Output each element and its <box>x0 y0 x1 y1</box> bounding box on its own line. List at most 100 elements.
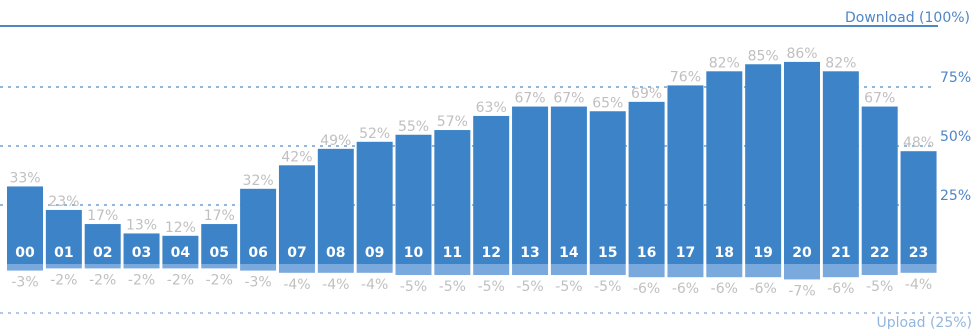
download-bar-04 <box>162 235 199 264</box>
hour-label-23: 23 <box>909 245 928 261</box>
upload-bar-22 <box>861 264 898 275</box>
hour-label-07: 07 <box>287 245 306 261</box>
download-value-label-16: 69% <box>631 86 662 102</box>
upload-value-label-04: -2% <box>167 272 194 288</box>
download-value-label-15: 65% <box>592 95 623 111</box>
upload-value-label-01: -2% <box>50 272 77 288</box>
upload-bar-12 <box>473 264 510 275</box>
upload-bar-13 <box>512 264 549 275</box>
hour-label-19: 19 <box>753 245 772 261</box>
upload-bar-14 <box>550 264 587 275</box>
upload-bar-10 <box>395 264 432 275</box>
upload-bar-09 <box>356 264 393 273</box>
upload-value-label-19: -6% <box>750 281 777 297</box>
upload-bar-04 <box>162 264 199 269</box>
upload-value-label-17: -6% <box>672 281 699 297</box>
upload-bar-17 <box>667 264 704 278</box>
upload-value-label-23: -4% <box>905 277 932 293</box>
upload-value-label-12: -5% <box>478 279 505 295</box>
upload-bar-00 <box>7 264 43 271</box>
upload-bar-23 <box>900 264 937 273</box>
download-max-label: Download (100%) <box>845 10 970 26</box>
download-bar-08 <box>317 148 354 264</box>
upload-bar-18 <box>706 264 743 278</box>
download-value-label-06: 32% <box>243 173 274 189</box>
download-bar-00 <box>7 186 43 264</box>
hour-label-22: 22 <box>870 245 889 261</box>
hour-label-13: 13 <box>520 245 539 261</box>
hour-label-06: 06 <box>248 245 267 261</box>
upload-value-label-18: -6% <box>711 281 738 297</box>
upload-bar-02 <box>84 264 121 269</box>
hour-label-12: 12 <box>481 245 500 261</box>
download-value-label-09: 52% <box>359 126 390 142</box>
upload-bar-21 <box>822 264 859 278</box>
upload-value-label-11: -5% <box>439 279 466 295</box>
upload-value-label-03: -2% <box>128 272 155 288</box>
download-value-label-04: 12% <box>165 220 196 236</box>
upload-value-label-15: -5% <box>594 279 621 295</box>
download-bar-16 <box>628 101 665 264</box>
download-value-label-13: 67% <box>514 91 545 107</box>
hour-label-10: 10 <box>404 245 424 261</box>
download-bar-02 <box>84 224 121 264</box>
download-bar-12 <box>473 115 510 264</box>
download-bar-09 <box>356 141 393 264</box>
download-value-label-10: 55% <box>398 119 429 135</box>
bars-group: 33% 00 -3% 23% 01 -2% 17% 02 -2% 13% 03 -2% 12% 04 -2%… <box>7 46 937 299</box>
upload-bar-03 <box>123 264 160 269</box>
download-bar-07 <box>278 165 315 264</box>
upload-bar-16 <box>628 264 665 278</box>
download-value-label-03: 13% <box>126 217 157 233</box>
download-bar-22 <box>861 106 898 264</box>
upload-bar-06 <box>240 264 277 271</box>
upload-value-label-13: -5% <box>516 279 543 295</box>
tick-label-25: 25% <box>940 188 971 204</box>
upload-value-label-06: -3% <box>244 275 271 291</box>
download-bar-03 <box>123 233 160 264</box>
upload-bar-19 <box>745 264 782 278</box>
download-bar-18 <box>706 71 743 264</box>
hour-label-11: 11 <box>443 245 462 261</box>
hour-label-02: 02 <box>93 245 112 261</box>
download-value-label-17: 76% <box>670 69 701 85</box>
download-value-label-22: 67% <box>864 91 895 107</box>
hour-label-20: 20 <box>792 245 812 261</box>
hour-label-04: 04 <box>171 245 191 261</box>
upload-value-label-07: -4% <box>283 277 310 293</box>
download-value-label-14: 67% <box>553 91 584 107</box>
download-bar-19 <box>745 64 782 264</box>
download-bar-17 <box>667 85 704 265</box>
download-bar-10 <box>395 134 432 264</box>
download-value-label-07: 42% <box>281 149 312 165</box>
upload-bar-20 <box>784 264 820 280</box>
download-bar-13 <box>512 106 549 264</box>
upload-bar-15 <box>589 264 626 275</box>
upload-bar-08 <box>317 264 354 273</box>
hour-label-21: 21 <box>831 245 850 261</box>
hour-label-09: 09 <box>365 245 384 261</box>
upload-bar-05 <box>201 264 238 269</box>
download-value-label-20: 86% <box>786 46 817 62</box>
hour-label-08: 08 <box>326 245 345 261</box>
download-value-label-05: 17% <box>204 208 235 224</box>
hour-label-16: 16 <box>637 245 656 261</box>
upload-value-label-08: -4% <box>322 277 349 293</box>
hour-label-03: 03 <box>132 245 151 261</box>
download-value-label-01: 23% <box>48 194 79 210</box>
download-value-label-23: 48% <box>903 135 934 151</box>
download-value-label-12: 63% <box>476 100 507 116</box>
hour-label-00: 00 <box>15 245 35 261</box>
hour-label-15: 15 <box>598 245 617 261</box>
upload-value-label-02: -2% <box>89 272 116 288</box>
tick-label-75: 75% <box>940 70 971 86</box>
download-value-label-00: 33% <box>9 170 40 186</box>
upload-bar-07 <box>278 264 315 273</box>
download-bar-23 <box>900 151 937 264</box>
download-bar-01 <box>45 209 82 264</box>
download-bar-14 <box>550 106 587 264</box>
download-bar-21 <box>822 71 859 264</box>
download-bar-11 <box>434 130 471 264</box>
download-value-label-08: 49% <box>320 133 351 149</box>
upload-value-label-05: -2% <box>206 272 233 288</box>
